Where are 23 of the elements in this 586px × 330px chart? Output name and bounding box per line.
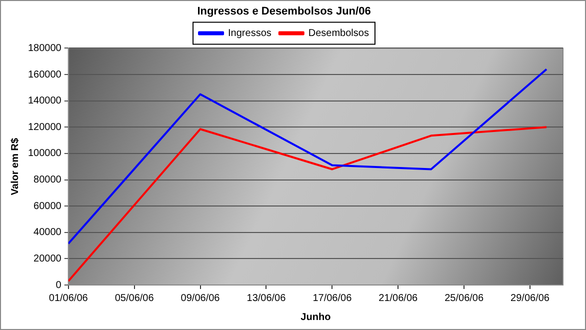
- y-tick-label: 40000: [34, 227, 62, 238]
- x-tick-label: 21/06/06: [378, 292, 418, 304]
- y-tick-label: 60000: [34, 200, 62, 212]
- y-tick-label: 80000: [34, 174, 62, 186]
- x-tick-label: 25/06/06: [444, 292, 484, 304]
- chart-title: Ingressos e Desembolsos Jun/06: [197, 6, 371, 18]
- x-tick-label: 17/06/06: [312, 292, 352, 304]
- x-tick-label: 09/06/06: [180, 292, 220, 304]
- y-tick-label: 180000: [28, 42, 62, 54]
- y-tick-label: 20000: [34, 253, 62, 264]
- x-tick-label: 01/06/06: [48, 292, 88, 304]
- legend-label: Ingressos: [228, 28, 272, 39]
- x-axis-title: Junho: [300, 312, 331, 323]
- x-tick-label: 29/06/06: [510, 292, 550, 304]
- y-tick-label: 140000: [28, 96, 62, 107]
- x-tick-label: 13/06/06: [246, 292, 286, 304]
- legend-label: Desembolsos: [308, 28, 369, 39]
- y-tick-label: 0: [56, 280, 62, 291]
- x-tick-label: 05/06/06: [114, 292, 154, 304]
- y-tick-label: 160000: [28, 69, 62, 80]
- y-tick-label: 120000: [28, 122, 62, 133]
- y-axis-title: Valor em R$: [10, 138, 21, 196]
- y-tick-label: 100000: [28, 148, 62, 160]
